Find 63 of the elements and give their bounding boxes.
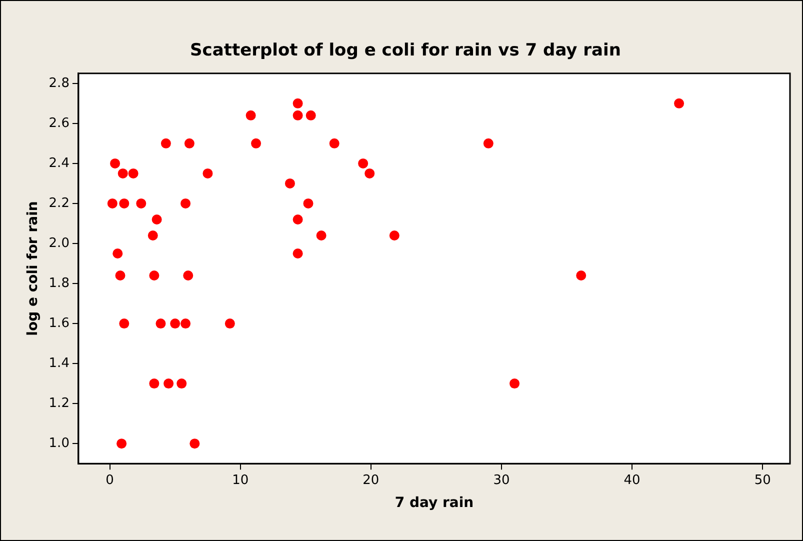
point (119, 198, 130, 208)
x-tick-label: 0 (106, 472, 114, 488)
point (251, 138, 262, 148)
point (389, 230, 400, 240)
x-tick-label: 50 (754, 472, 771, 488)
point (119, 318, 130, 329)
point (136, 198, 146, 208)
point (292, 110, 303, 120)
point (118, 168, 128, 178)
y-tick-label: 1.6 (48, 316, 70, 331)
chart-title: Scatterplot of log e coli for rain vs 7 day rain (190, 40, 621, 61)
x-tick-label: 20 (362, 472, 380, 488)
point (202, 168, 213, 178)
y-tick-label: 2.6 (48, 116, 70, 131)
point (483, 138, 494, 148)
point (306, 110, 316, 120)
point (576, 270, 586, 281)
point (292, 248, 303, 258)
point (292, 98, 303, 108)
point (115, 270, 126, 281)
point (510, 378, 520, 389)
point (149, 270, 160, 281)
point (116, 438, 127, 449)
y-tick-label: 2.0 (48, 236, 70, 251)
point (148, 230, 158, 240)
x-axis-title: 7 day rain (394, 495, 474, 512)
point (292, 214, 303, 224)
y-tick-label: 1.2 (48, 396, 70, 411)
point (180, 198, 191, 208)
point (160, 138, 171, 148)
point (329, 138, 340, 148)
y-tick-label: 2.2 (48, 196, 70, 211)
point (110, 158, 120, 168)
point (170, 318, 180, 329)
point (303, 198, 314, 208)
point (364, 168, 375, 178)
point (112, 248, 123, 258)
point (224, 318, 235, 329)
point (284, 178, 295, 188)
x-tick-label: 40 (624, 472, 640, 488)
point (149, 378, 160, 389)
point (176, 378, 187, 389)
y-tick-label: 1.4 (48, 356, 70, 371)
point (316, 230, 326, 240)
y-axis-title: log e coli for rain (25, 201, 42, 336)
point (190, 438, 200, 449)
y-tick-label: 2.8 (48, 76, 70, 91)
point (152, 214, 162, 224)
point (184, 138, 194, 148)
y-tick-label: 1.8 (48, 276, 70, 291)
x-tick-label: 10 (232, 472, 249, 488)
point (107, 198, 118, 208)
y-tick-label: 2.4 (48, 156, 70, 171)
point (156, 318, 166, 329)
point (358, 158, 368, 168)
point (246, 110, 256, 120)
point (180, 318, 191, 329)
point (164, 378, 174, 389)
point (128, 168, 138, 178)
point (674, 98, 684, 108)
x-tick-label: 30 (493, 472, 510, 488)
point (183, 270, 194, 281)
y-tick-label: 1.0 (48, 436, 70, 451)
